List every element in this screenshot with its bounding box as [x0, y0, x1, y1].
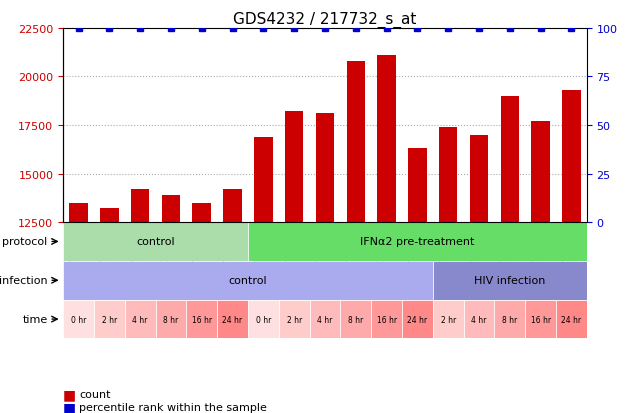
Bar	[469, 135, 488, 413]
FancyBboxPatch shape	[464, 301, 495, 338]
Text: 24 hr: 24 hr	[408, 315, 427, 324]
Text: infection: infection	[0, 275, 48, 285]
FancyBboxPatch shape	[217, 301, 248, 338]
Text: 0 hr: 0 hr	[256, 315, 271, 324]
Text: 4 hr: 4 hr	[133, 315, 148, 324]
Text: 0 hr: 0 hr	[71, 315, 86, 324]
Bar	[316, 114, 334, 413]
FancyBboxPatch shape	[495, 301, 525, 338]
Title: GDS4232 / 217732_s_at: GDS4232 / 217732_s_at	[233, 12, 416, 28]
FancyBboxPatch shape	[402, 301, 433, 338]
FancyBboxPatch shape	[125, 301, 155, 338]
Bar	[408, 149, 427, 413]
Text: 4 hr: 4 hr	[317, 315, 333, 324]
Text: 16 hr: 16 hr	[531, 315, 551, 324]
Text: time: time	[23, 314, 48, 324]
FancyBboxPatch shape	[433, 261, 587, 300]
Bar	[131, 190, 150, 413]
Text: 24 hr: 24 hr	[223, 315, 242, 324]
Bar	[69, 203, 88, 413]
Text: control: control	[228, 275, 268, 285]
FancyBboxPatch shape	[310, 301, 340, 338]
Text: HIV infection: HIV infection	[474, 275, 545, 285]
Bar	[285, 112, 304, 413]
Bar	[377, 56, 396, 413]
FancyBboxPatch shape	[279, 301, 310, 338]
Text: 4 hr: 4 hr	[471, 315, 487, 324]
Bar	[254, 137, 273, 413]
Text: 2 hr: 2 hr	[102, 315, 117, 324]
FancyBboxPatch shape	[556, 301, 587, 338]
Bar	[192, 203, 211, 413]
Bar	[346, 62, 365, 413]
Text: 16 hr: 16 hr	[377, 315, 397, 324]
Text: protocol: protocol	[3, 237, 48, 247]
FancyBboxPatch shape	[186, 301, 217, 338]
Text: ■: ■	[63, 387, 76, 401]
Text: percentile rank within the sample: percentile rank within the sample	[79, 402, 267, 412]
Text: IFNα2 pre-treatment: IFNα2 pre-treatment	[360, 237, 475, 247]
Bar	[500, 97, 519, 413]
FancyBboxPatch shape	[340, 301, 371, 338]
Bar	[223, 190, 242, 413]
Text: 8 hr: 8 hr	[348, 315, 363, 324]
Text: 2 hr: 2 hr	[440, 315, 456, 324]
Text: 16 hr: 16 hr	[192, 315, 212, 324]
Bar	[562, 91, 581, 413]
Text: count: count	[79, 389, 110, 399]
Text: control: control	[136, 237, 175, 247]
FancyBboxPatch shape	[94, 301, 125, 338]
Bar	[531, 122, 550, 413]
Text: 8 hr: 8 hr	[502, 315, 517, 324]
FancyBboxPatch shape	[248, 223, 587, 261]
Bar	[162, 195, 180, 413]
Bar	[439, 128, 457, 413]
Bar	[100, 209, 119, 413]
Text: ■: ■	[63, 400, 76, 413]
Text: 24 hr: 24 hr	[562, 315, 582, 324]
FancyBboxPatch shape	[155, 301, 186, 338]
FancyBboxPatch shape	[63, 223, 248, 261]
FancyBboxPatch shape	[433, 301, 464, 338]
Text: 2 hr: 2 hr	[286, 315, 302, 324]
FancyBboxPatch shape	[63, 301, 94, 338]
FancyBboxPatch shape	[525, 301, 556, 338]
FancyBboxPatch shape	[63, 261, 433, 300]
FancyBboxPatch shape	[248, 301, 279, 338]
Text: 8 hr: 8 hr	[163, 315, 179, 324]
FancyBboxPatch shape	[371, 301, 402, 338]
